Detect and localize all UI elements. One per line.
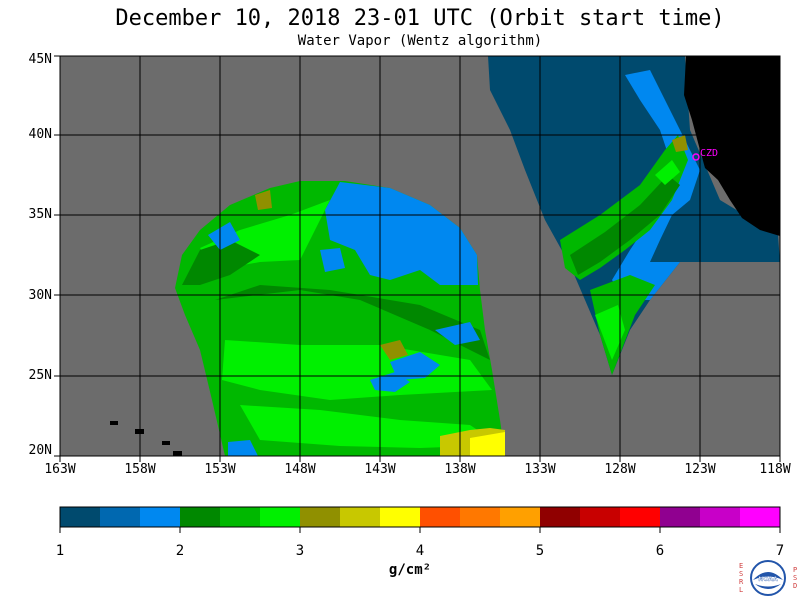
colorbar-swatch [740,507,780,527]
colorbar-tick-6: 6 [655,543,665,559]
lon-label-158w: 158W [124,462,156,477]
lon-label-143w: 143W [364,462,396,477]
lon-label-128w: 128W [604,462,636,477]
colorbar-swatch [100,507,140,527]
colorbar [59,506,781,533]
colorbar-tick-1: 1 [55,543,65,559]
lat-label-25n: 25N [28,368,52,383]
svg-text:NOAA: NOAA [758,576,778,583]
colorbar-unit-label: g/cm² [388,562,432,578]
lon-label-133w: 133W [524,462,556,477]
svg-text:S: S [739,570,743,578]
map-frame [59,55,781,457]
colorbar-swatch [460,507,500,527]
colorbar-swatch [340,507,380,527]
lon-label-123w: 123W [684,462,716,477]
graticule [60,56,780,456]
colorbar-swatch [580,507,620,527]
lon-label-148w: 148W [284,462,316,477]
colorbar-swatch [700,507,740,527]
colorbar-swatch [380,507,420,527]
lat-label-45n: 45N [28,52,52,67]
page-title: December 10, 2018 23-01 UTC (Orbit start… [115,6,725,31]
lat-label-40n: 40N [28,127,52,142]
page-subtitle: Water Vapor (Wentz algorithm) [297,33,543,49]
colorbar-swatch [300,507,340,527]
colorbar-swatch [540,507,580,527]
svg-text:E: E [739,562,743,570]
lon-label-118w: 118W [759,462,791,477]
colorbar-swatch [500,507,540,527]
colorbar-swatch [620,507,660,527]
colorbar-swatch [60,507,100,527]
svg-text:R: R [739,578,744,586]
lon-label-138w: 138W [444,462,476,477]
colorbar-swatch [420,507,460,527]
colorbar-swatch [220,507,260,527]
svg-text:L: L [739,586,743,594]
colorbar-swatch [660,507,700,527]
colorbar-swatch [260,507,300,527]
colorbar-tick-3: 3 [295,543,305,559]
lat-label-35n: 35N [28,207,52,222]
colorbar-swatch [140,507,180,527]
colorbar-tick-4: 4 [415,543,425,559]
colorbar-tick-7: 7 [775,543,785,559]
lat-label-30n: 30N [28,288,52,303]
lon-label-163w: 163W [44,462,76,477]
station-czd-marker: CZD [692,148,718,161]
land-mass [684,56,780,236]
svg-text:P: P [793,566,797,574]
station-label: CZD [700,148,718,159]
svg-text:D: D [793,582,797,590]
colorbar-swatch [180,507,220,527]
colorbar-tick-5: 5 [535,543,545,559]
left-swath [175,181,505,456]
colorbar-tick-2: 2 [175,543,185,559]
lon-label-153w: 153W [204,462,236,477]
svg-text:S: S [793,574,797,582]
lat-label-20n: 20N [28,443,52,458]
